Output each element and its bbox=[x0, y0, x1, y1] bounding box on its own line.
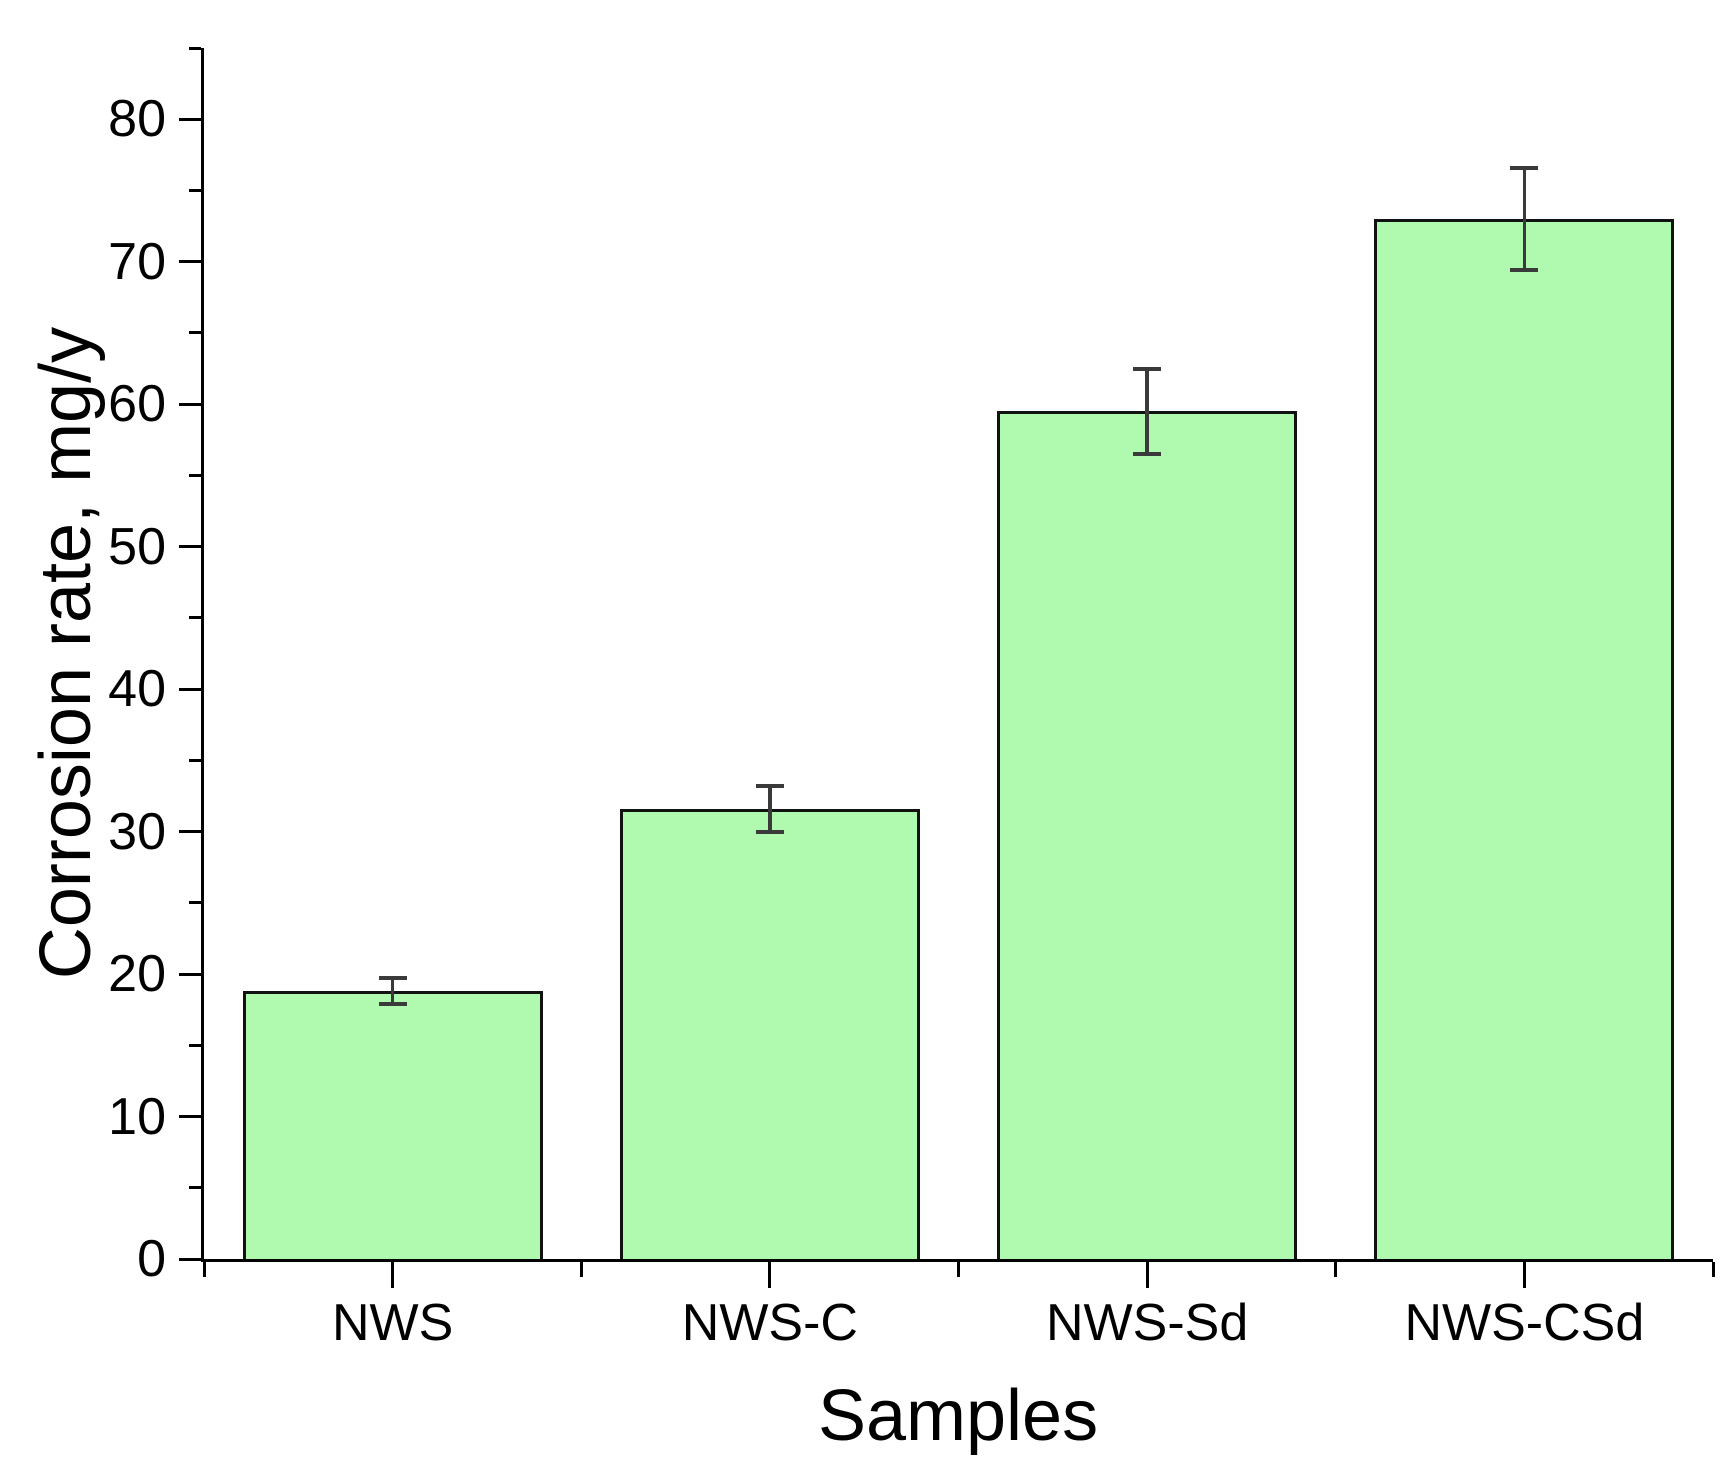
error-bar-cap-bottom bbox=[1133, 452, 1162, 457]
error-bar-cap-bottom bbox=[1510, 268, 1539, 273]
y-tick-label: 70 bbox=[108, 232, 166, 291]
y-tick-label: 0 bbox=[137, 1230, 166, 1288]
y-minor-tick bbox=[189, 473, 201, 477]
error-bar-cap-top bbox=[755, 783, 784, 788]
y-tick-label: 10 bbox=[108, 1087, 166, 1146]
y-axis-title: Corrosion rate, mg/y bbox=[26, 326, 106, 980]
x-minor-tick bbox=[202, 1262, 206, 1277]
y-major-tick bbox=[179, 545, 201, 549]
error-bar-cap-top bbox=[1133, 366, 1162, 371]
x-minor-tick bbox=[1334, 1262, 1338, 1277]
error-bar-cap-bottom bbox=[378, 1001, 407, 1006]
bar-nws-csd bbox=[1374, 218, 1675, 1259]
y-major-tick bbox=[179, 260, 201, 264]
y-tick-label: 40 bbox=[108, 660, 166, 719]
x-minor-tick bbox=[957, 1262, 960, 1277]
x-tick-label: NWS-CSd bbox=[1404, 1294, 1645, 1352]
y-tick-label: 80 bbox=[108, 90, 166, 149]
error-bar-line bbox=[390, 978, 395, 1004]
error-bar-line bbox=[768, 785, 772, 832]
x-major-tick bbox=[391, 1262, 395, 1288]
y-minor-tick bbox=[189, 901, 201, 905]
y-major-tick bbox=[179, 1115, 201, 1119]
bar-nws bbox=[242, 991, 543, 1259]
y-major-tick bbox=[179, 402, 201, 406]
y-major-tick bbox=[179, 117, 201, 121]
y-major-tick bbox=[179, 972, 201, 976]
x-tick-label: NWS bbox=[331, 1294, 454, 1352]
x-tick-label: NWS-C bbox=[681, 1294, 858, 1352]
error-bar-cap-top bbox=[1510, 165, 1539, 170]
y-minor-tick bbox=[189, 616, 201, 620]
x-major-tick bbox=[1522, 1262, 1526, 1288]
y-major-tick bbox=[179, 687, 201, 691]
y-minor-tick bbox=[189, 1043, 201, 1047]
y-minor-tick bbox=[189, 758, 201, 762]
x-axis-title: Samples bbox=[817, 1376, 1099, 1456]
error-bar-line bbox=[1522, 167, 1527, 271]
plot-area: 0 10 20 30 40 50 60 70 80 NWS NWS-C NWS-Sd NWS-CSd bbox=[108, 46, 1715, 1349]
error-bar-line bbox=[1145, 368, 1149, 455]
x-tick-label: NWS-Sd bbox=[1046, 1294, 1249, 1352]
y-major-tick bbox=[179, 1257, 201, 1261]
y-tick-label: 20 bbox=[108, 945, 166, 1004]
y-minor-tick bbox=[189, 46, 201, 50]
y-minor-tick bbox=[189, 331, 201, 335]
y-tick-label: 60 bbox=[108, 375, 166, 434]
error-bar-cap-top bbox=[378, 976, 407, 981]
error-bar-cap-bottom bbox=[755, 829, 784, 834]
bar-nws-c bbox=[619, 808, 920, 1259]
x-major-tick bbox=[1145, 1262, 1149, 1288]
y-tick-label: 30 bbox=[108, 802, 166, 861]
y-minor-tick bbox=[189, 1186, 201, 1190]
x-minor-tick bbox=[579, 1262, 583, 1277]
bar-nws-sd bbox=[997, 411, 1298, 1259]
x-major-tick bbox=[768, 1262, 772, 1288]
y-tick-label: 50 bbox=[108, 517, 166, 576]
y-major-tick bbox=[179, 830, 201, 834]
x-minor-tick bbox=[1711, 1262, 1715, 1277]
y-minor-tick bbox=[189, 188, 201, 192]
